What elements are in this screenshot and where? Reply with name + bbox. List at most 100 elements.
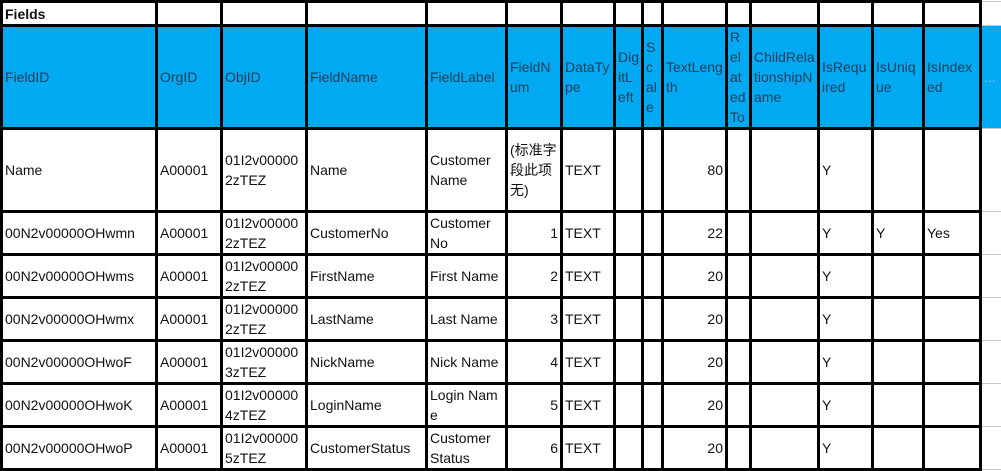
cell-childrelationshipname[interactable]: [751, 255, 819, 298]
cell-fieldnum[interactable]: (标准字段此项无): [507, 129, 562, 212]
cell-relatedto[interactable]: [727, 341, 751, 384]
cell-isindexed[interactable]: [924, 298, 981, 341]
cell-orgid[interactable]: A00001: [157, 255, 222, 298]
cell-objid[interactable]: 01I2v000003zTEZ: [222, 341, 307, 384]
column-header-orgid[interactable]: OrgID: [157, 26, 222, 129]
cell-childrelationshipname[interactable]: [751, 298, 819, 341]
cell-relatedto[interactable]: [727, 129, 751, 212]
cell-fieldname[interactable]: FirstName: [307, 255, 427, 298]
cell-fieldname[interactable]: CustomerStatus: [307, 427, 427, 470]
cell-orgid[interactable]: A00001: [157, 427, 222, 470]
cell-digitleft[interactable]: [615, 255, 643, 298]
cell-scale[interactable]: [643, 427, 663, 470]
cell-datatype[interactable]: TEXT: [562, 384, 615, 427]
cell-[interactable]: [981, 384, 1001, 427]
cell-digitleft[interactable]: [615, 427, 643, 470]
empty-cell[interactable]: [981, 2, 1001, 26]
column-header-textlength[interactable]: TextLength: [663, 26, 727, 129]
cell-relatedto[interactable]: [727, 212, 751, 255]
cell-digitleft[interactable]: [615, 384, 643, 427]
cell-orgid[interactable]: A00001: [157, 129, 222, 212]
cell-fieldnum[interactable]: 1: [507, 212, 562, 255]
cell-fieldid[interactable]: 00N2v00000OHwoK: [2, 384, 157, 427]
cell-isindexed[interactable]: Yes: [924, 212, 981, 255]
cell-isrequired[interactable]: Y: [819, 384, 873, 427]
cell-fieldid[interactable]: 00N2v00000OHwoP: [2, 427, 157, 470]
cell-isunique[interactable]: [873, 129, 924, 212]
cell-scale[interactable]: [643, 384, 663, 427]
cell-[interactable]: [981, 129, 1001, 212]
column-header-objid[interactable]: ObjID: [222, 26, 307, 129]
empty-cell[interactable]: [615, 2, 643, 26]
empty-cell[interactable]: [727, 2, 751, 26]
cell-isindexed[interactable]: [924, 341, 981, 384]
cell-datatype[interactable]: TEXT: [562, 212, 615, 255]
cell-isunique[interactable]: Y: [873, 212, 924, 255]
cell-orgid[interactable]: A00001: [157, 212, 222, 255]
cell-objid[interactable]: 01I2v000002zTEZ: [222, 255, 307, 298]
cell-isindexed[interactable]: [924, 129, 981, 212]
column-header-fieldnum[interactable]: FieldNum: [507, 26, 562, 129]
column-header-scale[interactable]: Scale: [643, 26, 663, 129]
cell-fieldlabel[interactable]: Login Name: [427, 384, 507, 427]
cell-textlength[interactable]: 20: [663, 341, 727, 384]
cell-objid[interactable]: 01I2v000004zTEZ: [222, 384, 307, 427]
cell-fieldlabel[interactable]: Customer Status: [427, 427, 507, 470]
cell-digitleft[interactable]: [615, 129, 643, 212]
empty-cell[interactable]: [643, 2, 663, 26]
cell-isunique[interactable]: [873, 384, 924, 427]
cell-textlength[interactable]: 20: [663, 298, 727, 341]
cell-datatype[interactable]: TEXT: [562, 427, 615, 470]
cell-isindexed[interactable]: [924, 427, 981, 470]
empty-cell[interactable]: [507, 2, 562, 26]
cell-objid[interactable]: 01I2v000002zTEZ: [222, 129, 307, 212]
empty-cell[interactable]: [751, 2, 819, 26]
cell-orgid[interactable]: A00001: [157, 384, 222, 427]
table-title[interactable]: Fields: [2, 2, 157, 26]
cell-isunique[interactable]: [873, 341, 924, 384]
column-header-fieldlabel[interactable]: FieldLabel: [427, 26, 507, 129]
cell-scale[interactable]: [643, 212, 663, 255]
cell-isunique[interactable]: [873, 255, 924, 298]
cell-fieldname[interactable]: Name: [307, 129, 427, 212]
empty-cell[interactable]: [307, 2, 427, 26]
cell-fieldid[interactable]: 00N2v00000OHwmn: [2, 212, 157, 255]
column-header-fieldname[interactable]: FieldName: [307, 26, 427, 129]
cell-scale[interactable]: [643, 298, 663, 341]
empty-cell[interactable]: [819, 2, 873, 26]
cell-fieldlabel[interactable]: First Name: [427, 255, 507, 298]
cell-[interactable]: [981, 212, 1001, 255]
cell-isindexed[interactable]: [924, 384, 981, 427]
cell-fieldlabel[interactable]: Customer No: [427, 212, 507, 255]
cell-objid[interactable]: 01I2v000002zTEZ: [222, 212, 307, 255]
cell-fieldname[interactable]: LoginName: [307, 384, 427, 427]
column-header-digitleft[interactable]: DigitLeft: [615, 26, 643, 129]
cell-childrelationshipname[interactable]: [751, 427, 819, 470]
cell-fieldlabel[interactable]: Last Name: [427, 298, 507, 341]
cell-relatedto[interactable]: [727, 384, 751, 427]
empty-cell[interactable]: [663, 2, 727, 26]
column-header-relatedto[interactable]: RelatedTo: [727, 26, 751, 129]
cell-relatedto[interactable]: [727, 255, 751, 298]
cell-fieldnum[interactable]: 6: [507, 427, 562, 470]
cell-fieldid[interactable]: Name: [2, 129, 157, 212]
cell-datatype[interactable]: TEXT: [562, 341, 615, 384]
cell-fieldname[interactable]: LastName: [307, 298, 427, 341]
cell-childrelationshipname[interactable]: [751, 384, 819, 427]
cell-isrequired[interactable]: Y: [819, 427, 873, 470]
cell-orgid[interactable]: A00001: [157, 298, 222, 341]
cell-fieldnum[interactable]: 4: [507, 341, 562, 384]
cell-digitleft[interactable]: [615, 212, 643, 255]
cell-isrequired[interactable]: Y: [819, 341, 873, 384]
cell-textlength[interactable]: 20: [663, 384, 727, 427]
cell-isrequired[interactable]: Y: [819, 212, 873, 255]
cell-isrequired[interactable]: Y: [819, 129, 873, 212]
cell-digitleft[interactable]: [615, 341, 643, 384]
empty-cell[interactable]: [222, 2, 307, 26]
column-header-fieldid[interactable]: FieldID: [2, 26, 157, 129]
cell-[interactable]: [981, 255, 1001, 298]
column-header-isrequired[interactable]: IsRequired: [819, 26, 873, 129]
cell-fieldnum[interactable]: 5: [507, 384, 562, 427]
cell-isrequired[interactable]: Y: [819, 298, 873, 341]
cell-[interactable]: [981, 298, 1001, 341]
